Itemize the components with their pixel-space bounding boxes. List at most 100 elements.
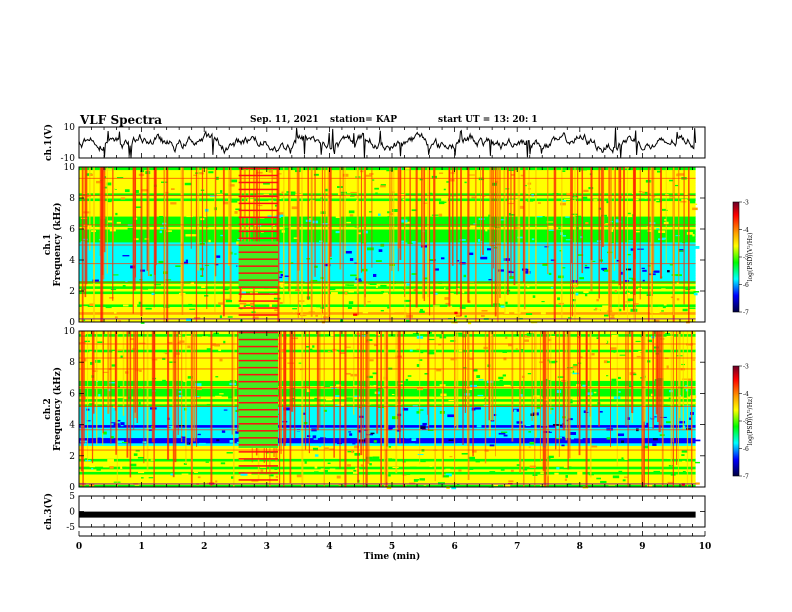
sferic-streak	[278, 331, 281, 487]
sferic-streak	[215, 167, 217, 277]
freq-band	[79, 252, 696, 256]
y-tick-label: 2	[69, 287, 75, 297]
interference-stripe	[238, 430, 279, 432]
freq-band	[79, 319, 696, 323]
spectrogram-texture	[403, 279, 411, 282]
spectrogram-texture	[628, 385, 634, 388]
spectrogram-texture	[380, 412, 386, 414]
sferic-streak	[172, 331, 174, 431]
freq-band	[79, 226, 696, 230]
interference-stripe	[238, 373, 279, 376]
ch1-trace	[78, 127, 697, 158]
sferic-streak	[511, 331, 514, 442]
spectrogram-texture	[657, 306, 664, 310]
spectrogram-texture	[522, 467, 528, 471]
spectrogram-texture	[623, 220, 628, 224]
spectrogram-texture	[335, 395, 340, 398]
spectrogram-texture	[348, 294, 352, 298]
spectrogram-texture	[653, 470, 661, 474]
spectrogram-texture	[572, 299, 576, 302]
spectrogram-texture	[540, 396, 543, 399]
spectrogram-texture	[330, 333, 334, 337]
x-tick-label: 10	[699, 542, 712, 552]
spectrogram-texture	[181, 473, 189, 476]
spectrogram-texture	[124, 188, 131, 190]
spectrogram-texture	[455, 314, 461, 318]
sferic-streak	[510, 167, 512, 278]
spectrogram-texture	[157, 345, 163, 348]
spectrogram-texture	[572, 372, 580, 375]
spectrogram-texture	[578, 254, 584, 256]
spectrogram-texture	[92, 370, 98, 372]
narrowband-line	[79, 224, 696, 226]
interference-stripe	[238, 394, 279, 397]
spectrogram-texture	[307, 250, 311, 252]
spectrogram-texture	[621, 320, 627, 322]
spectrogram-texture	[665, 194, 669, 196]
sferic-streak	[422, 167, 424, 299]
spectrogram-texture	[329, 287, 336, 291]
spectrogram-texture	[442, 475, 449, 478]
sferic-streak	[146, 331, 149, 471]
sferic-streak	[627, 331, 629, 487]
sferic-streak	[386, 331, 388, 447]
spectrogram-texture	[201, 286, 206, 288]
spectrogram-texture	[386, 473, 391, 477]
spectrogram-texture	[387, 216, 391, 218]
spectrogram-texture	[524, 185, 527, 187]
spectrogram-texture	[339, 351, 346, 355]
spectrogram-texture	[546, 175, 553, 178]
spectrogram-texture	[550, 287, 554, 289]
spectrogram-texture	[108, 334, 111, 337]
spectrogram-texture	[601, 267, 607, 270]
spectrogram-texture	[426, 447, 429, 450]
y-tick-label: -10	[61, 154, 76, 164]
spectrogram-texture	[328, 257, 333, 260]
spectrogram-texture	[305, 181, 309, 183]
sferic-streak	[301, 331, 304, 487]
spectrogram-texture	[218, 349, 222, 352]
spectrogram-texture	[88, 276, 91, 279]
sferic-streak	[682, 331, 685, 431]
freq-band	[79, 288, 696, 292]
spectrogram-texture	[338, 484, 342, 486]
spectrogram-texture	[405, 435, 410, 439]
spectrogram-texture	[561, 267, 566, 269]
spectrogram-texture	[623, 167, 630, 169]
spectrogram-texture	[540, 395, 545, 398]
spectrogram-texture	[177, 425, 185, 427]
spectrogram-texture	[379, 174, 385, 177]
spectrogram-texture	[642, 445, 649, 449]
spectrogram-texture	[110, 289, 117, 291]
sferic-streak	[228, 167, 230, 266]
freq-band	[79, 198, 696, 202]
spectrogram-texture	[684, 192, 688, 196]
spectrogram-texture	[108, 447, 112, 449]
spectrogram-texture	[353, 470, 357, 472]
spectrogram-texture	[186, 318, 192, 322]
spectrogram-texture	[423, 454, 430, 458]
spectrogram-texture	[380, 450, 386, 453]
spectrogram-texture	[672, 302, 678, 305]
spectrogram-texture	[150, 459, 155, 461]
spectrogram-texture	[260, 469, 264, 473]
spectrogram-texture	[633, 373, 637, 376]
spectrogram-texture	[667, 481, 674, 485]
sferic-streak	[623, 167, 625, 311]
spectrogram-texture	[510, 173, 515, 176]
spectrogram-texture	[319, 437, 326, 440]
spectrogram-texture	[420, 460, 426, 463]
spectrogram-texture	[654, 190, 658, 194]
spectrogram-texture	[541, 301, 545, 303]
spectrogram-texture	[112, 351, 115, 355]
spectrogram-texture	[95, 272, 102, 274]
spectrogram-texture	[417, 453, 424, 456]
sferic-streak	[491, 167, 493, 307]
spectrogram-texture	[560, 202, 566, 206]
interference-stripe	[238, 331, 279, 334]
spectrogram-texture	[220, 304, 225, 308]
spectrogram-texture	[239, 319, 243, 322]
sferic-streak	[489, 167, 492, 247]
spectrogram-texture	[432, 305, 440, 307]
spectrogram-texture	[87, 294, 92, 297]
